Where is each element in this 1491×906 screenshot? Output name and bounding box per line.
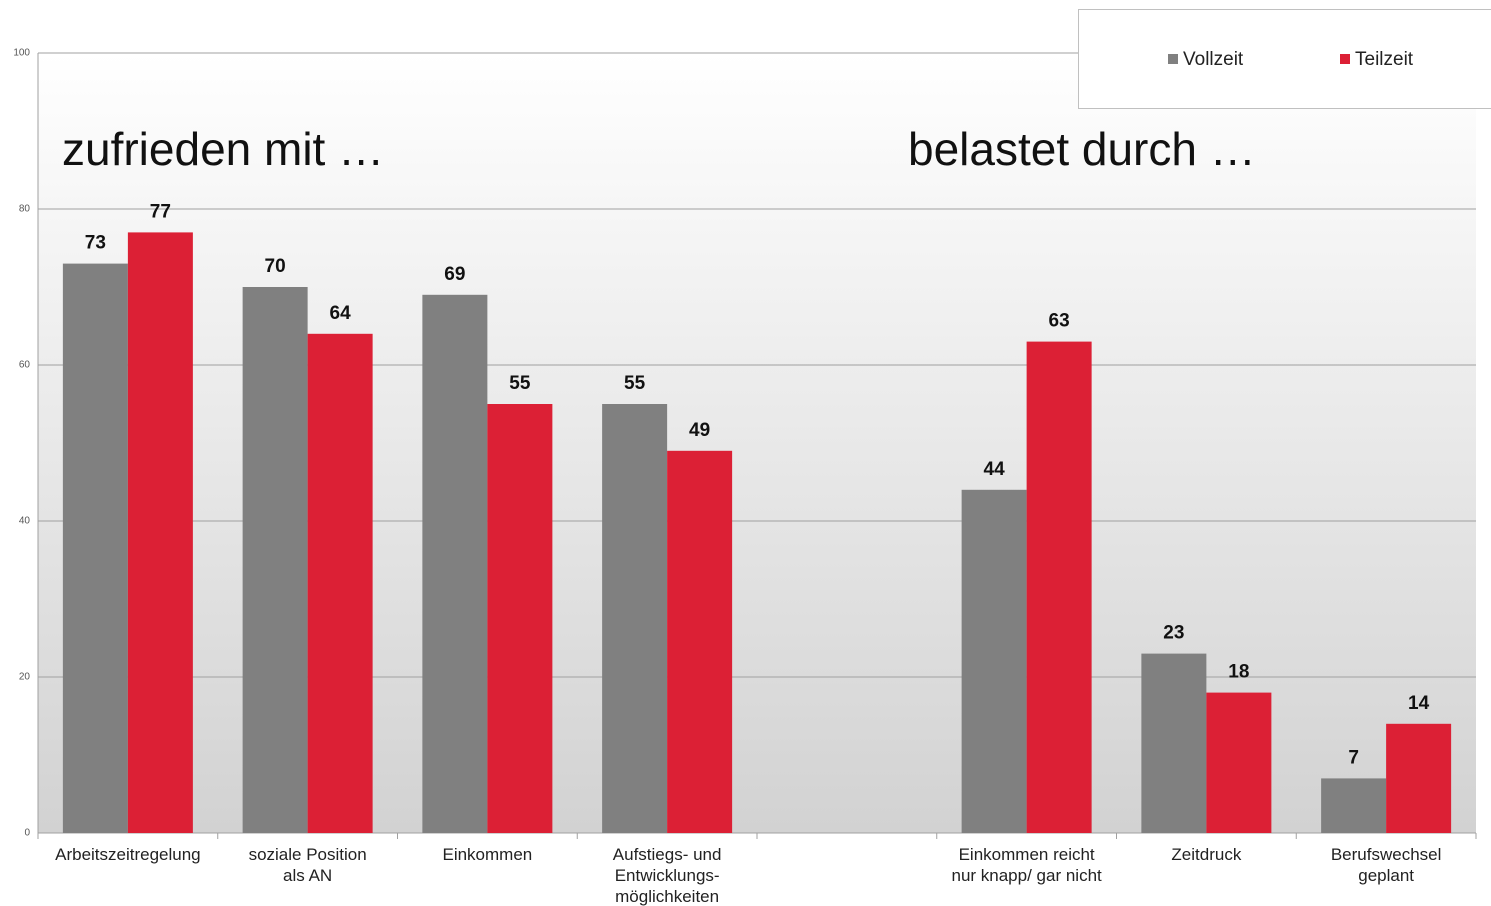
value-label: 69 — [444, 264, 465, 285]
x-tick-label: Zeitdruck — [1171, 845, 1242, 864]
legend-label: Teilzeit — [1355, 49, 1414, 70]
bar — [1386, 723, 1452, 833]
x-tick-label: Einkommen — [442, 845, 533, 864]
value-label: 23 — [1163, 623, 1184, 644]
value-label: 7 — [1348, 747, 1359, 768]
value-label: 55 — [624, 373, 646, 394]
value-label: 14 — [1408, 693, 1430, 714]
x-tick-label: Aufstiegs- und Entwicklungs- möglichkeit… — [612, 845, 722, 906]
value-label: 73 — [85, 233, 106, 254]
legend-label: Vollzeit — [1183, 49, 1244, 70]
legend-box — [1078, 9, 1491, 109]
bar — [667, 450, 733, 833]
y-tick-label: 0 — [24, 828, 30, 839]
x-tick-label: Berufswechsel geplant — [1330, 845, 1442, 885]
legend-swatch — [1340, 54, 1350, 64]
y-tick-label: 100 — [13, 48, 30, 59]
bar — [1026, 341, 1092, 833]
bar — [487, 404, 553, 833]
x-tick-label: soziale Position als AN — [248, 845, 367, 885]
value-label: 63 — [1049, 311, 1070, 332]
value-label: 55 — [509, 373, 531, 394]
y-tick-label: 80 — [19, 204, 31, 215]
bar — [422, 294, 488, 833]
bar — [602, 404, 668, 833]
bar — [62, 263, 128, 834]
annotation: belastet durch … — [908, 123, 1256, 175]
annotation: zufrieden mit … — [62, 123, 384, 175]
value-label: 70 — [265, 256, 286, 277]
value-label: 49 — [689, 420, 710, 441]
bar — [1206, 692, 1272, 833]
x-tick-label: Einkommen reicht nur knapp/ gar nicht — [951, 845, 1102, 885]
value-label: 44 — [984, 459, 1006, 480]
x-tick-label: Arbeitszeitregelung — [55, 845, 201, 864]
value-label: 18 — [1228, 662, 1249, 683]
value-label: 77 — [150, 201, 171, 222]
bar — [1321, 778, 1387, 833]
y-tick-label: 60 — [19, 360, 31, 371]
y-tick-label: 40 — [19, 516, 31, 527]
legend-swatch — [1168, 54, 1178, 64]
bar — [307, 333, 373, 833]
y-tick-label: 20 — [19, 672, 31, 683]
bar — [1141, 653, 1207, 833]
bar — [127, 232, 193, 833]
bar — [961, 489, 1027, 833]
value-label: 64 — [330, 303, 352, 324]
bar — [242, 287, 308, 833]
